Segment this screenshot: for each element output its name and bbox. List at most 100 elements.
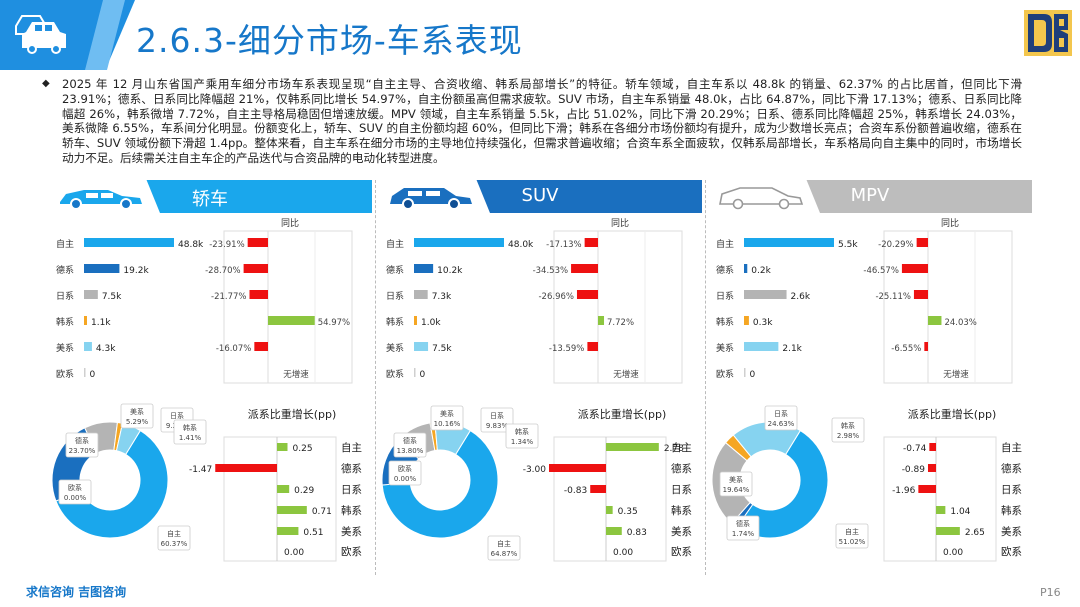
sales-value-label: 1.1k	[91, 318, 111, 328]
sales-bar	[414, 316, 417, 325]
share-change-value-label: 0.29	[294, 486, 314, 496]
yoy-bar	[928, 316, 942, 325]
share-change-grid	[223, 436, 337, 562]
share-callout-value: 1.34%	[511, 438, 534, 446]
share-change-category: 美系	[1001, 525, 1022, 538]
share-change-value-label: 0.25	[293, 444, 313, 454]
share-change-category: 美系	[671, 525, 692, 538]
sales-bar	[414, 342, 429, 351]
yoy-value-label: 无增速	[283, 369, 309, 380]
share-callout-category: 日系	[774, 409, 788, 418]
sales-bar	[414, 368, 416, 377]
yoy-value-label: 无增速	[613, 369, 639, 380]
share-change-value-label: 0.00	[943, 548, 963, 558]
yoy-value-label: -17.13%	[546, 240, 581, 250]
share-callout-value: 2.98%	[837, 432, 860, 440]
sales-bar	[744, 316, 749, 325]
share-callout-value: 64.87%	[491, 550, 518, 558]
category-label: 美系	[716, 342, 734, 354]
sales-bar	[84, 290, 98, 299]
sales-bar	[84, 368, 86, 377]
category-label: 美系	[56, 342, 74, 354]
sales-value-label: 5.5k	[838, 240, 858, 250]
share-callout-box	[831, 417, 865, 443]
share-callout-value: 1.41%	[179, 434, 202, 442]
category-label: 韩系	[56, 316, 74, 328]
share-change-value-label: 0.00	[284, 548, 304, 558]
share-change-value-label: 2.78	[664, 444, 684, 454]
sales-value-label: 1.0k	[421, 318, 441, 328]
category-label: 欧系	[716, 368, 734, 380]
share-change-bar	[606, 443, 659, 451]
share-callout-value: 1.74%	[732, 530, 755, 538]
yoy-value-label: 无增速	[943, 369, 969, 380]
share-callout-value: 60.37%	[161, 540, 188, 548]
share-change-grid	[883, 436, 997, 562]
yoy-bar	[247, 238, 268, 247]
yoy-value-label: -28.70%	[205, 266, 240, 276]
share-change-bar	[277, 527, 299, 535]
yoy-bar	[913, 290, 928, 299]
share-change-value-label: 0.00	[613, 548, 633, 558]
yoy-bar	[571, 264, 598, 273]
share-change-value-label: -1.96	[892, 486, 916, 496]
sales-value-label: 48.0k	[508, 240, 534, 250]
suv-icon	[390, 188, 472, 210]
share-change-bar	[277, 443, 288, 451]
share-callout-category: 自主	[167, 529, 181, 538]
share-change-value-label: -1.47	[189, 465, 212, 475]
sales-value-label: 2.1k	[782, 344, 802, 354]
yoy-bar	[243, 264, 268, 273]
share-callout-box	[393, 432, 427, 458]
share-callout-box	[120, 403, 154, 429]
sales-value-label: 0.2k	[751, 266, 771, 276]
yoy-grid	[553, 230, 683, 384]
yoy-bar	[901, 264, 928, 273]
sales-bar	[414, 264, 434, 273]
share-callout-box	[835, 523, 869, 549]
share-callout-box	[58, 479, 92, 505]
sales-value-label: 4.3k	[96, 344, 116, 354]
share-change-category: 自主	[341, 441, 362, 454]
share-change-category: 德系	[1001, 462, 1022, 475]
page-header: 2.6.3-细分市场-车系表现	[0, 0, 1080, 70]
share-change-category: 自主	[671, 441, 692, 454]
share-change-value-label: -0.74	[903, 444, 927, 454]
share-change-category: 德系	[341, 462, 362, 475]
share-slice	[732, 421, 802, 458]
category-label: 欧系	[56, 368, 74, 380]
share-callout-box	[173, 419, 207, 445]
sales-bar	[414, 238, 504, 247]
yoy-header: 同比	[941, 217, 959, 229]
sales-bar	[84, 342, 92, 351]
yoy-value-label: -13.59%	[549, 344, 584, 354]
share-callout-box	[487, 535, 521, 561]
share-change-value-label: 0.51	[303, 528, 323, 538]
sales-value-label: 0	[420, 370, 426, 380]
share-callout-category: 美系	[729, 475, 743, 484]
share-callout-box	[157, 525, 191, 551]
share-callout-box	[388, 460, 422, 486]
panel-divider	[705, 180, 706, 575]
share-change-category: 美系	[341, 525, 362, 538]
share-change-value-label: -0.83	[564, 486, 587, 496]
category-label: 德系	[716, 264, 734, 276]
sales-value-label: 10.2k	[437, 266, 463, 276]
panel-title-sedan: 轿车	[192, 189, 228, 210]
category-label: 韩系	[716, 316, 734, 328]
share-change-value-label: 0.35	[618, 507, 638, 517]
panel-header-suv: SUV	[378, 180, 702, 213]
yoy-value-label: -6.55%	[891, 344, 921, 354]
share-change-bar	[277, 506, 307, 514]
category-label: 日系	[386, 291, 404, 302]
panel-divider	[375, 180, 376, 575]
sales-value-label: 0.3k	[753, 318, 773, 328]
share-change-title: 派系比重增长(pp)	[578, 407, 667, 421]
yoy-value-label: 24.03%	[944, 318, 976, 328]
share-callout-category: 自主	[497, 539, 511, 548]
page-number: P16	[1040, 586, 1061, 599]
sales-value-label: 7.5k	[102, 292, 122, 302]
panel-header-mpv: MPV	[708, 180, 1032, 213]
yoy-bar	[576, 290, 598, 299]
